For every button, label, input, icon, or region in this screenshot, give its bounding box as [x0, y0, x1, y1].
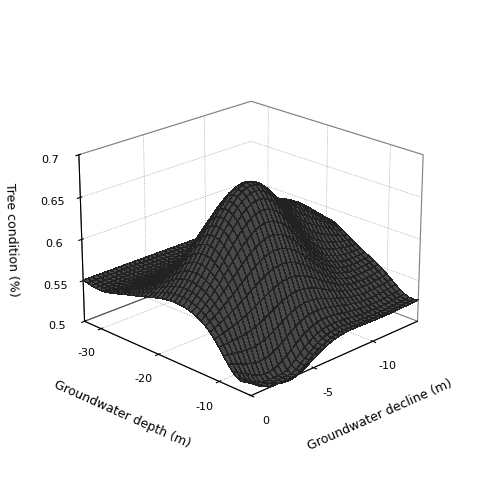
Y-axis label: Groundwater depth (m): Groundwater depth (m): [52, 378, 192, 451]
X-axis label: Groundwater decline (m): Groundwater decline (m): [306, 377, 454, 453]
